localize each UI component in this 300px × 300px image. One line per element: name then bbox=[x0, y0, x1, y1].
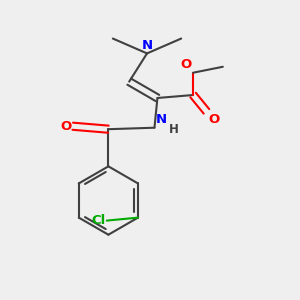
Text: H: H bbox=[169, 123, 178, 136]
Text: O: O bbox=[60, 120, 71, 133]
Text: Cl: Cl bbox=[91, 214, 105, 227]
Text: N: N bbox=[142, 39, 153, 52]
Text: O: O bbox=[208, 113, 219, 126]
Text: N: N bbox=[156, 113, 167, 126]
Text: O: O bbox=[180, 58, 192, 71]
